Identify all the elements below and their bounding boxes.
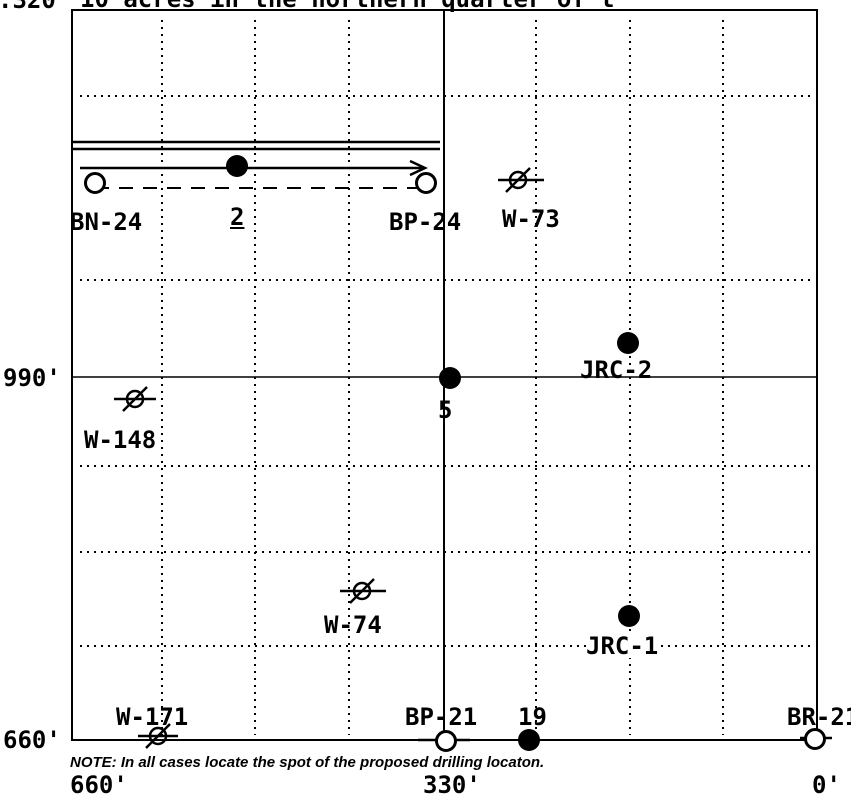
- well-jrc2-symbol: [617, 332, 639, 354]
- drilling-note: NOTE: In all cases locate the spot of th…: [70, 754, 545, 771]
- y-axis-label-660: 660': [3, 726, 61, 754]
- well-label-2: 2: [230, 203, 245, 231]
- dotted-horizontal-lines: [80, 95, 810, 647]
- header-text: 10 acres in the northern quarter of t: [80, 0, 615, 11]
- well-jrc1-symbol: [618, 605, 640, 627]
- dotted-vertical-lines: [161, 20, 724, 735]
- well-5-symbol: [439, 367, 461, 389]
- well-label-bp24: BP-24: [389, 208, 462, 236]
- well-label-br21: BR-21: [787, 703, 851, 731]
- well-bp24-symbol: [415, 172, 437, 194]
- well-label-5: 5: [438, 396, 453, 424]
- x-axis-label-330: 330': [423, 771, 481, 799]
- y-axis-label-990: 990': [3, 364, 61, 392]
- well-label-jrc2: JRC-2: [580, 356, 653, 384]
- lease-strip: [72, 140, 440, 189]
- dry-hole-w73: [498, 167, 544, 193]
- well-bn24-symbol: [84, 172, 106, 194]
- corner-axis-label: .320: [0, 0, 56, 14]
- dry-hole-w74: [340, 578, 386, 604]
- well-br21-symbol: [804, 728, 826, 750]
- well-label-w148: W-148: [84, 426, 157, 454]
- well-label-bn24: BN-24: [70, 208, 143, 236]
- x-axis-label-0: 0': [812, 771, 841, 799]
- well-label-w171: W-171: [116, 703, 189, 731]
- well-label-w73: W-73: [502, 205, 560, 233]
- well-label-bp21: BP-21: [405, 703, 478, 731]
- well-label-w74: W-74: [324, 611, 382, 639]
- dry-hole-w171: [138, 723, 178, 749]
- well-19-symbol: [518, 729, 540, 751]
- dry-hole-w148: [114, 386, 156, 412]
- well-label-19: 19: [518, 703, 547, 731]
- x-axis-label-660: 660': [70, 771, 128, 799]
- well-bp21-symbol: [435, 730, 457, 752]
- well-2-symbol: [226, 155, 248, 177]
- well-label-jrc1: JRC-1: [586, 632, 659, 660]
